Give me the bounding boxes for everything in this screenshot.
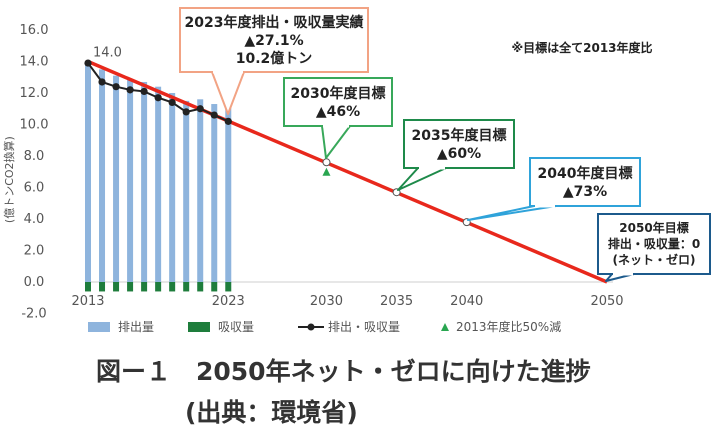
net-emission-point xyxy=(126,86,134,94)
callout-text: 2035年度目標 xyxy=(412,127,507,144)
target-milestone-point xyxy=(322,158,331,167)
callout-pointer xyxy=(321,125,351,159)
callout-box xyxy=(529,157,641,207)
net-emission-point xyxy=(182,108,190,116)
fifty-percent-marker xyxy=(322,167,331,176)
legend-label: 排出量 xyxy=(118,320,154,334)
callout-text: 2023年度排出・吸収量実績 xyxy=(185,14,364,31)
absorption-bar xyxy=(85,282,91,292)
target-line xyxy=(87,59,608,284)
callout-text: ▲73% xyxy=(563,184,607,200)
absorption-bar xyxy=(155,282,162,292)
legend-label: 排出・吸収量 xyxy=(328,320,400,334)
emission-bar xyxy=(85,61,91,282)
callout-pointer xyxy=(605,273,635,282)
net-emission-point xyxy=(98,78,106,86)
callout-box xyxy=(597,213,711,275)
legend-swatch-marker xyxy=(307,323,315,331)
legend-swatch xyxy=(88,322,110,332)
net-emission-point xyxy=(196,105,204,113)
y-tick-label: 2.0 xyxy=(24,244,45,259)
y-tick-label: 6.0 xyxy=(24,181,45,196)
absorption-bar xyxy=(141,282,148,292)
y-tick-label: 12.0 xyxy=(20,86,49,101)
callout-text: ▲27.1% xyxy=(244,33,303,49)
absorption-bar xyxy=(197,282,204,292)
y-tick-label: 8.0 xyxy=(24,149,45,164)
callout-box xyxy=(403,119,515,169)
x-tick-label: 2023 xyxy=(212,294,245,309)
x-tick-label: 2040 xyxy=(450,294,483,309)
emission-bar xyxy=(99,69,106,282)
net-emission-point xyxy=(168,98,176,107)
net-emission-point xyxy=(112,83,120,91)
chart-note: ※目標は全て2013年度比 xyxy=(511,40,652,55)
callout-text: ▲46% xyxy=(316,104,360,120)
x-tick-label: 2030 xyxy=(310,294,343,309)
absorption-bar xyxy=(169,282,176,292)
callout-pointer xyxy=(397,167,447,191)
callout-box xyxy=(179,7,369,73)
legend-swatch xyxy=(188,322,210,332)
callout-text: ▲60% xyxy=(437,146,481,162)
net-emission-point xyxy=(210,111,218,119)
y-tick-label: 0.0 xyxy=(24,275,45,290)
y-tick-label: 14.0 xyxy=(20,55,49,70)
x-tick-label: 2050 xyxy=(590,294,623,309)
y-tick-label: 4.0 xyxy=(24,212,45,227)
legend-label: 吸収量 xyxy=(218,320,254,334)
emissions-chart: 16.0 14.0 12.0 10.0 8.0 6.0 4.0 2.0 0.0 -2.0 (億トンC… xyxy=(2,7,711,334)
callout-text: 2050年目標 xyxy=(619,220,688,235)
callout-text: 2030年度目標 xyxy=(291,85,386,102)
emission-bar xyxy=(183,100,190,282)
absorption-bar xyxy=(127,282,134,292)
net-emission-point xyxy=(224,117,232,125)
figure-source: (出典：環境省) xyxy=(185,398,358,427)
absorption-bar xyxy=(113,282,120,292)
y-axis-label: (億トンCO2換算) xyxy=(2,136,16,223)
start-value-label: 14.0 xyxy=(93,46,122,61)
emission-bar xyxy=(197,99,204,282)
figure-caption: 図ー１ 2050年ネット・ゼロに向けた進捗 xyxy=(96,357,591,386)
net-emission-point xyxy=(140,87,148,96)
absorption-bar xyxy=(99,282,106,292)
callout-box xyxy=(283,77,393,127)
callout-text: (ネット・ゼロ) xyxy=(613,252,696,267)
callout-text: 2040年度目標 xyxy=(538,165,633,182)
y-tick-label: 16.0 xyxy=(20,23,49,38)
absorption-bar xyxy=(211,282,218,292)
x-tick-label: 2035 xyxy=(380,294,413,309)
legend-label: 2013年度比50%減 xyxy=(456,319,561,334)
emission-bar xyxy=(169,93,176,282)
absorption-bar xyxy=(225,282,232,292)
legend-swatch xyxy=(441,323,449,331)
absorption-bar xyxy=(183,282,190,292)
x-tick-label: 2013 xyxy=(71,294,104,309)
emission-bar xyxy=(155,86,162,282)
y-tick-label: 10.0 xyxy=(20,118,49,133)
net-emission-point xyxy=(154,94,162,102)
emission-bar xyxy=(113,75,120,282)
callout-pointer xyxy=(467,205,557,221)
callout-pointer xyxy=(211,71,245,115)
emission-bar xyxy=(225,105,232,282)
emission-bar xyxy=(211,104,218,283)
net-emission-point xyxy=(84,59,92,67)
emission-bar xyxy=(141,81,148,282)
callout-text: 排出・吸収量：0 xyxy=(608,236,700,251)
y-tick-label: -2.0 xyxy=(21,307,46,322)
emission-bar xyxy=(127,78,134,282)
callout-text: 10.2億トン xyxy=(236,50,313,67)
